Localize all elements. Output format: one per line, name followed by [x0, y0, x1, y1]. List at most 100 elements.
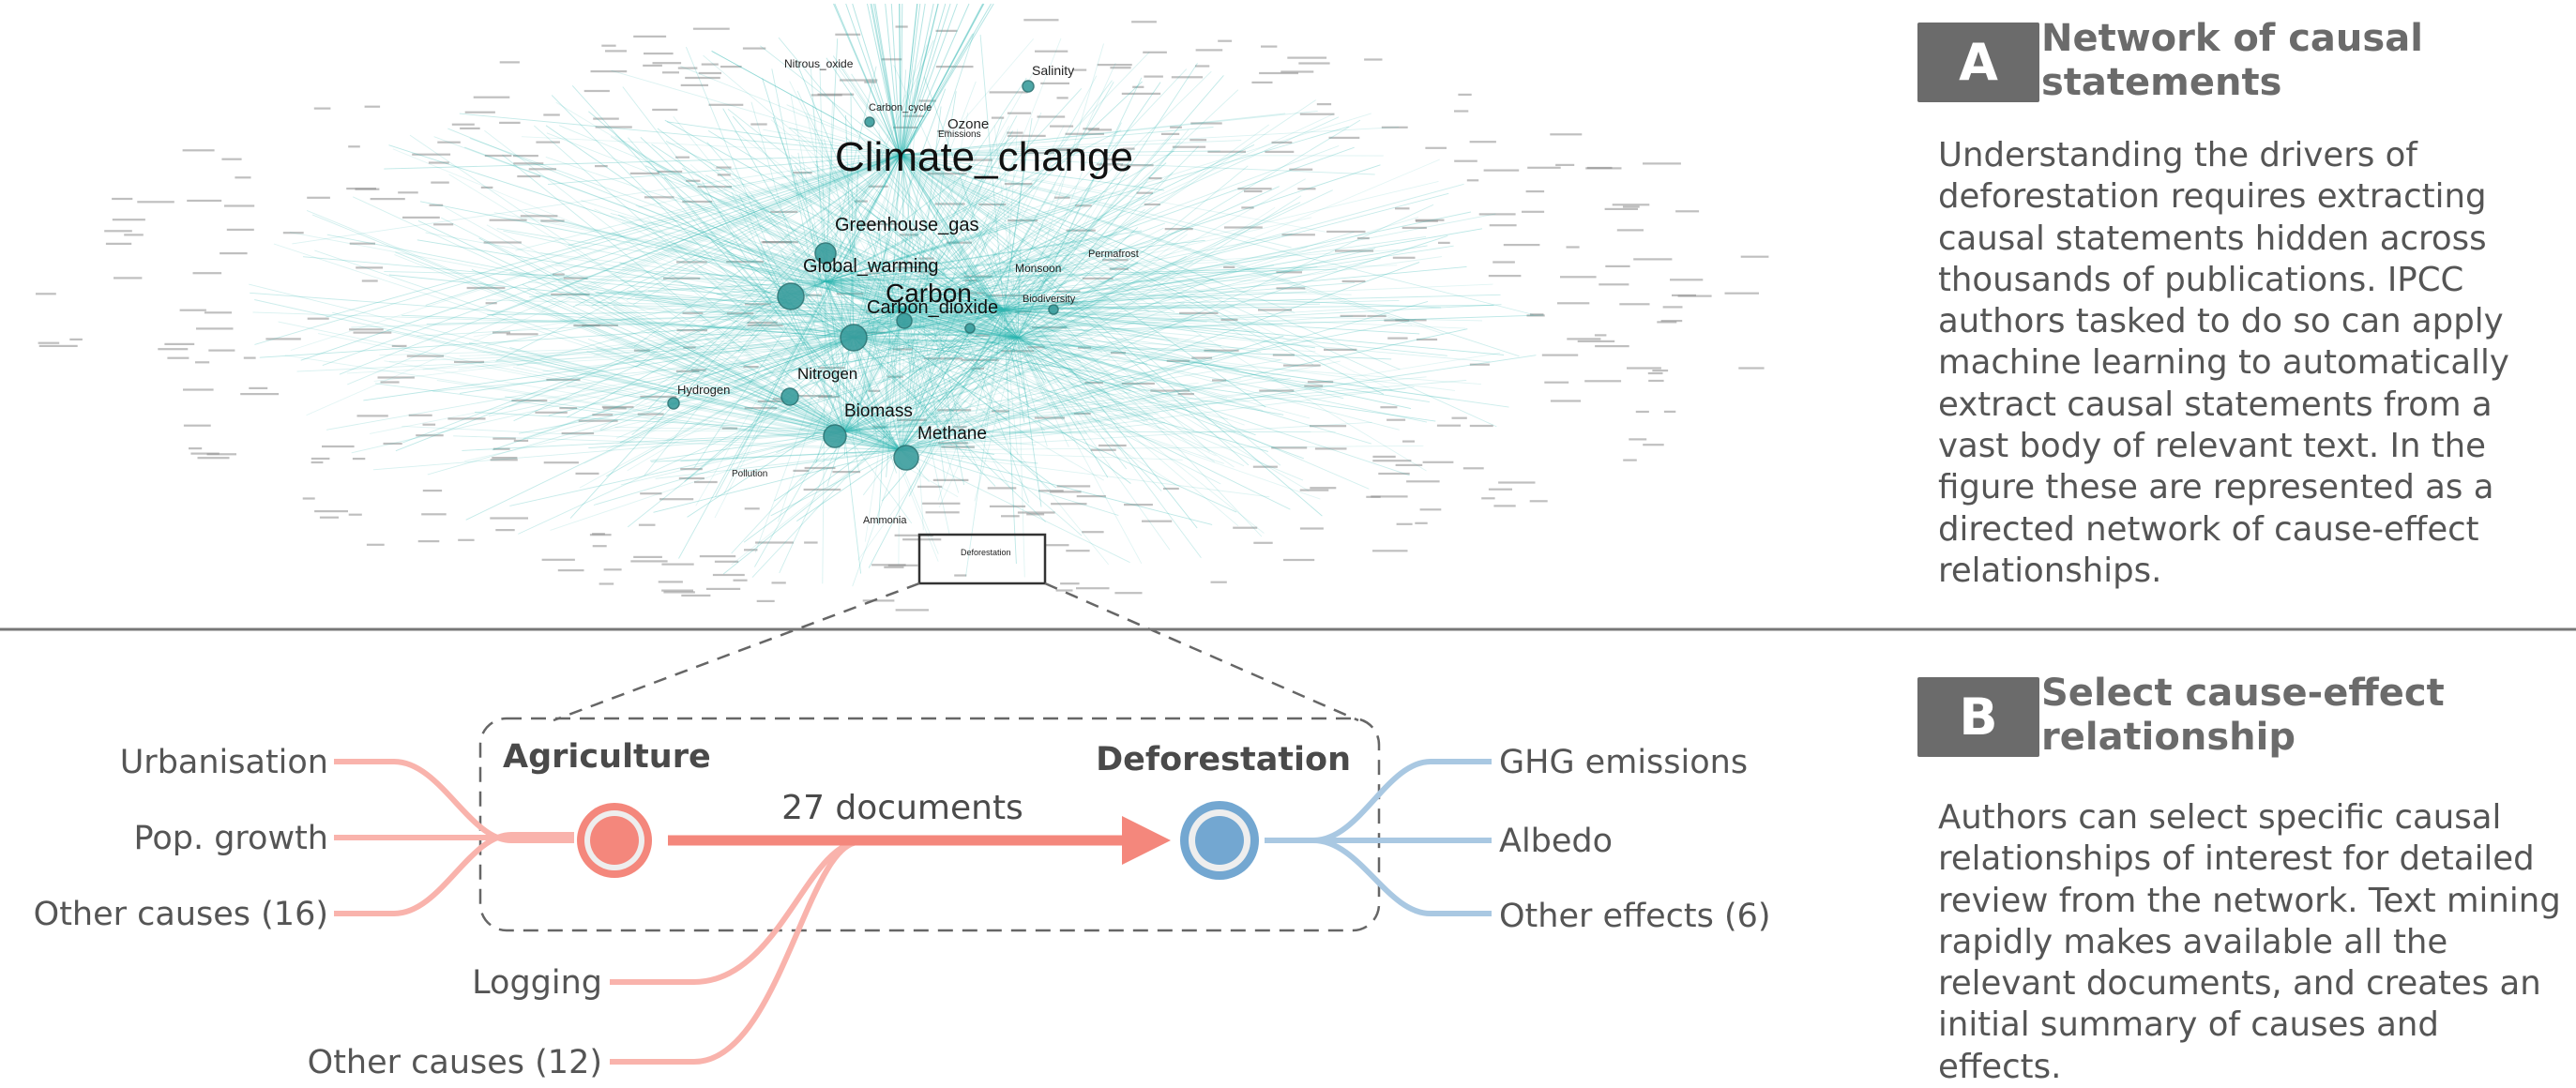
network-edge	[1003, 309, 1017, 565]
network-edge	[825, 280, 1400, 431]
network-edge	[853, 337, 911, 403]
network-edge	[900, 445, 1424, 451]
network-edge	[825, 280, 1442, 309]
network-edge	[426, 309, 1005, 325]
network-edge	[825, 268, 1338, 282]
network-minor-node	[902, 538, 942, 541]
network-edge	[717, 280, 826, 295]
network-edge	[900, 113, 1286, 156]
network-edge	[900, 413, 1159, 451]
network-minor-node	[678, 476, 705, 480]
network-minor-node	[939, 310, 964, 313]
network-minor-node	[685, 76, 720, 80]
network-edge	[1003, 233, 1134, 310]
network-edge	[843, 171, 904, 432]
network-minor-node	[918, 257, 934, 260]
network-edge	[853, 269, 1074, 339]
network-edge	[743, 248, 1005, 310]
network-edge	[1017, 337, 1091, 385]
network-edge	[900, 449, 1183, 461]
network-minor-node	[1233, 526, 1258, 529]
network-edge	[659, 154, 902, 408]
network-edge	[843, 400, 1122, 432]
network-edge	[702, 181, 845, 432]
network-hub-node	[893, 445, 919, 471]
network-minor-node	[985, 295, 1024, 297]
network-minor-node	[677, 67, 698, 69]
network-edge	[900, 154, 1165, 191]
network-minor-node	[1541, 354, 1579, 356]
network-edge	[900, 154, 1063, 205]
network-edge	[572, 280, 826, 297]
network-edge	[770, 449, 902, 517]
network-minor-node	[1406, 480, 1440, 483]
node-label-pollution: Pollution	[732, 469, 767, 479]
network-edge	[831, 245, 855, 339]
network-minor-node	[1164, 228, 1193, 231]
network-minor-node	[771, 582, 786, 584]
network-minor-node	[1371, 495, 1408, 498]
network-edge	[834, 3, 902, 160]
network-minor-node	[1550, 400, 1582, 402]
network-minor-node	[1038, 490, 1064, 492]
network-edge	[465, 309, 902, 521]
network-edge	[767, 354, 845, 432]
network-edge	[813, 372, 902, 451]
network-edge	[1003, 211, 1472, 310]
network-edge	[599, 316, 855, 339]
network-edge	[843, 218, 1052, 432]
network-edge	[900, 309, 1281, 361]
network-edge	[900, 52, 1150, 310]
network-edge	[900, 233, 1293, 310]
network-minor-node	[1304, 385, 1324, 387]
network-edge	[961, 182, 1005, 310]
network-minor-node	[864, 81, 877, 83]
network-edge	[306, 209, 845, 432]
network-minor-node	[1082, 531, 1104, 534]
network-edge	[825, 280, 1131, 316]
network-edge	[569, 154, 902, 519]
network-minor-node	[1299, 113, 1335, 115]
network-edge	[862, 309, 1005, 496]
network-minor-node	[989, 91, 1028, 94]
network-minor-node	[249, 386, 268, 389]
network-edge	[619, 262, 855, 339]
node-label-monsoon: Monsoon	[1015, 262, 1061, 275]
network-minor-node	[1223, 265, 1235, 268]
network-edge	[650, 309, 1005, 354]
network-edge	[769, 252, 1019, 339]
network-edge	[1003, 305, 1494, 310]
network-minor-node	[1466, 179, 1479, 182]
network-edge	[646, 218, 902, 451]
network-edge	[784, 197, 902, 310]
network-minor-node	[894, 534, 933, 536]
node-label-salinity: Salinity	[1032, 63, 1074, 78]
network-edge	[1003, 89, 1239, 310]
network-edge	[731, 431, 845, 554]
network-minor-node	[1050, 491, 1082, 493]
network-minor-node	[712, 573, 745, 577]
network-minor-node	[856, 331, 886, 334]
network-edge	[853, 113, 1334, 339]
network-edge	[825, 190, 1121, 282]
network-edge	[825, 238, 1098, 282]
network-edge	[259, 309, 1005, 358]
network-edge	[522, 283, 902, 451]
network-edge	[900, 449, 1270, 498]
network-edge	[900, 3, 903, 160]
network-edge	[1017, 334, 1093, 339]
effect-cause-label: Other causes (12)	[308, 1044, 602, 1081]
network-edge	[900, 268, 1061, 310]
network-edge	[900, 229, 999, 310]
network-minor-node	[868, 389, 881, 392]
network-edge	[825, 280, 1262, 353]
network-minor-node	[1136, 191, 1153, 194]
network-minor-node	[1372, 550, 1408, 552]
network-node-labels: Climate_change Greenhouse_gas Global_war…	[677, 57, 1139, 557]
network-minor-node	[1276, 271, 1302, 274]
network-minor-node	[1076, 495, 1106, 498]
network-edge	[900, 112, 969, 451]
network-edge	[682, 303, 902, 451]
network-edge	[1017, 337, 1316, 353]
network-minor-node	[595, 165, 608, 168]
